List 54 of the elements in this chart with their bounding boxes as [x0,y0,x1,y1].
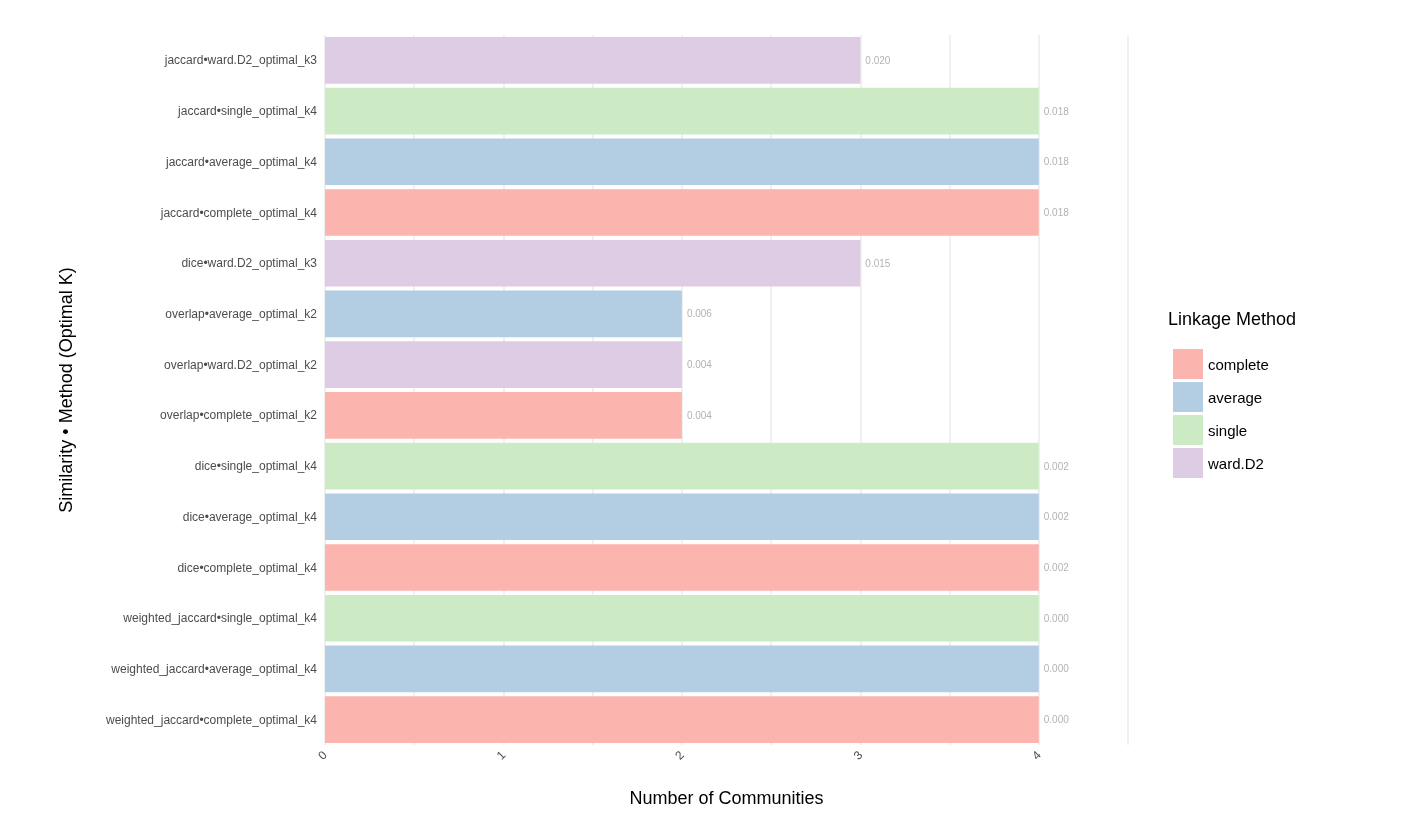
bar [325,138,1039,186]
bar [325,594,1039,642]
y-tick-label: weighted_jaccard•single_optimal_k4 [122,611,318,626]
y-tick-label: dice•complete_optimal_k4 [177,560,318,575]
legend-label: complete [1208,355,1269,373]
x-axis-title: Number of Communities [629,788,824,808]
x-tick-label: 2 [672,747,688,763]
y-tick-label: overlap•average_optimal_k2 [165,306,318,321]
bar [325,341,682,388]
bar [325,37,861,84]
y-tick-label: dice•single_optimal_k4 [194,459,318,474]
y-tick-label: dice•ward.D2_optimal_k3 [181,256,318,271]
x-tick-label: 1 [493,747,509,763]
annotation: 0.018 [1043,156,1070,168]
y-tick-label: jaccard•complete_optimal_k4 [159,205,318,220]
bar [325,290,682,338]
y-tick-label: jaccard•single_optimal_k4 [177,104,318,119]
y-tick-label: weighted_jaccard•average_optimal_k4 [110,661,318,676]
bar [325,645,1039,693]
x-tick-label: 3 [850,747,866,763]
annotation: 0.000 [1043,663,1070,675]
legend-label: ward.D2 [1207,454,1264,472]
bar [325,87,1039,135]
annotation: 0.015 [865,257,891,269]
annotation: 0.004 [686,359,713,371]
bar [325,392,682,439]
y-tick-label: overlap•complete_optimal_k2 [160,408,318,423]
y-tick-label: weighted_jaccard•complete_optimal_k4 [105,712,318,727]
annotation: 0.020 [865,54,891,66]
legend-label: average [1208,388,1263,406]
annotation: 0.018 [1043,105,1070,117]
y-tick-label: overlap•ward.D2_optimal_k2 [164,357,318,372]
bar [325,239,861,287]
x-tick-label: 0 [315,747,331,763]
y-tick-label: dice•average_optimal_k4 [182,509,318,524]
annotation: 0.002 [1043,562,1070,573]
bar [325,442,1039,490]
annotation: 0.002 [1043,511,1070,523]
annotation: 0.004 [686,409,713,421]
y-tick-label: jaccard•average_optimal_k4 [165,154,318,169]
y-axis-title: Similarity • Method (Optimal K) [56,267,76,513]
annotation: 0.018 [1043,207,1070,218]
annotation: 0.000 [1043,714,1070,726]
y-tick-label: jaccard•ward.D2_optimal_k3 [163,53,318,68]
bar [325,544,1039,591]
x-tick-label: 4 [1029,747,1044,763]
bar [325,696,1039,743]
bar [325,189,1039,236]
bar [325,493,1039,541]
annotation: 0.006 [686,308,713,320]
legend-label: single [1208,421,1248,439]
annotation: 0.002 [1043,460,1070,472]
legend-title: Linkage Method [1168,309,1297,329]
annotation: 0.000 [1043,612,1070,624]
